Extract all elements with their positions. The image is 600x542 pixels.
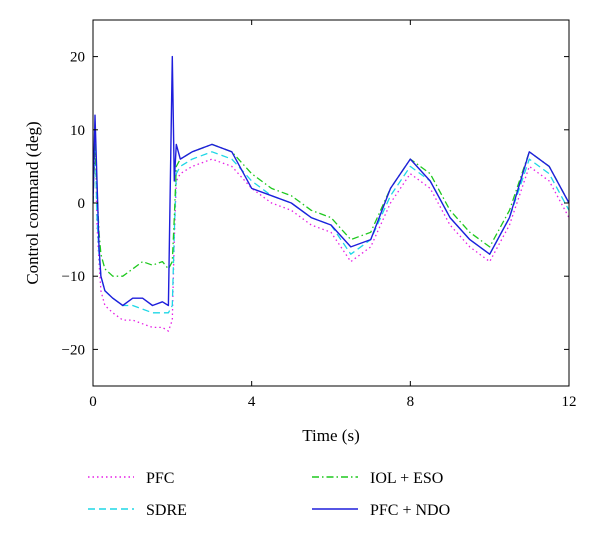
legend: PFC SDRE IOL + ESO PFC + NDO <box>88 470 450 519</box>
y-axis-label: Control command (deg) <box>23 121 42 284</box>
x-tick-label: 4 <box>248 394 256 410</box>
series-line-pfc-ndo <box>93 55 569 307</box>
y-tick-label: 0 <box>78 196 86 212</box>
legend-label: IOL + ESO <box>370 470 443 487</box>
legend-label: PFC <box>146 470 174 487</box>
series-layer <box>93 55 569 332</box>
x-tick-label: 8 <box>407 394 415 410</box>
series-line-pfc <box>93 129 569 332</box>
y-tick-label: 10 <box>70 123 85 139</box>
legend-label: PFC + NDO <box>370 502 450 519</box>
y-tick-label: −10 <box>62 269 85 285</box>
x-tick-label: 12 <box>562 394 577 410</box>
ticks-layer: 0 4 8 12 −20 −10 0 10 20 <box>62 20 577 410</box>
legend-label: SDRE <box>146 502 187 519</box>
y-tick-label: −20 <box>62 342 85 358</box>
x-tick-label: 0 <box>89 394 97 410</box>
plot-frame <box>92 19 570 387</box>
series-line-iol-eso <box>93 143 569 277</box>
y-tick-label: 20 <box>70 50 85 66</box>
x-axis-label: Time (s) <box>302 426 359 445</box>
